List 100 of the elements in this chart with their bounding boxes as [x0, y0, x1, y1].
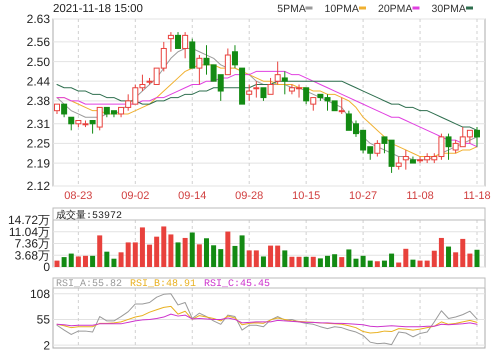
y-tick-label: 11.04万: [8, 224, 50, 239]
bar: [332, 254, 338, 267]
bar: [325, 256, 330, 267]
candlestick: [274, 61, 281, 85]
x-tick-label: 10-27: [349, 190, 378, 202]
candlestick: [232, 44, 238, 69]
bar: [318, 258, 323, 267]
y-tick-label: 14.72万: [8, 213, 50, 228]
candlestick: [268, 77, 274, 95]
y-tick-label: 2.63: [26, 12, 50, 26]
candlestick: [61, 104, 68, 118]
candlestick: [175, 32, 182, 49]
text: RSI_C:45.45: [204, 279, 270, 290]
bar: [360, 256, 366, 267]
bar: [438, 238, 444, 267]
candlestick: [253, 80, 260, 98]
candlestick: [310, 97, 316, 112]
line-series: [56, 293, 478, 346]
candlestick: [246, 84, 252, 102]
legend-label: 10PMA: [324, 3, 359, 15]
candlestick: [396, 156, 402, 170]
bar: [232, 246, 238, 267]
bar: [424, 260, 430, 267]
bar: [211, 245, 216, 267]
y-tick-label: 2.44: [26, 74, 50, 88]
bar: [453, 252, 458, 267]
bar: [161, 226, 166, 267]
bar: [104, 252, 110, 267]
bar: [346, 249, 352, 267]
bar: [225, 232, 230, 267]
candlestick: [96, 106, 103, 131]
bar: [246, 250, 252, 267]
candlestick: [474, 126, 480, 148]
bar: [140, 227, 145, 267]
y-tick-label: 2.25: [26, 136, 50, 151]
candlestick: [282, 70, 288, 95]
bar: [240, 235, 245, 267]
bar: [396, 262, 402, 267]
bar: [282, 250, 288, 267]
y-tick-label: 2.56: [26, 35, 50, 50]
legend-label: 20PMA: [378, 3, 412, 15]
bar: [410, 260, 416, 267]
bar: [310, 256, 316, 267]
y-tick-label: 0: [43, 260, 50, 274]
candlestick: [68, 116, 74, 131]
bar: [389, 254, 394, 267]
x-tick-label: 09-14: [178, 190, 206, 202]
bar: [460, 238, 466, 267]
y-tick-label: 2: [43, 338, 50, 350]
bar: [467, 254, 472, 267]
bar: [339, 257, 344, 267]
bar: [97, 235, 102, 267]
candlestick: [196, 54, 202, 85]
series-label: 成交量:53972: [56, 209, 122, 222]
bar: [196, 244, 202, 267]
candlestick: [402, 149, 409, 170]
bar: [132, 242, 138, 267]
bar: [368, 260, 373, 267]
chart-title: 2021-11-18 15:00: [53, 3, 143, 15]
y-tick-label: 2.38: [26, 94, 50, 108]
bar: [90, 256, 96, 267]
candlestick: [338, 97, 345, 114]
bar: [204, 238, 209, 267]
bar: [268, 246, 274, 267]
y-tick-label: 2.31: [26, 116, 50, 131]
y-tick-label: 3.68万: [14, 248, 50, 262]
bar: [275, 246, 280, 267]
candlestick: [446, 133, 452, 160]
bar: [353, 258, 358, 267]
candlestick: [90, 120, 96, 134]
bar: [296, 256, 302, 267]
x-tick-label: 10-15: [292, 190, 320, 202]
bar: [446, 246, 452, 267]
bar: [304, 256, 309, 267]
bar: [168, 234, 174, 267]
bar: [382, 260, 387, 267]
candlestick: [303, 87, 310, 105]
y-tick-label: 2.12: [26, 179, 50, 194]
legend-label: 5PMA: [277, 3, 306, 15]
x-tick-label: 09-02: [121, 190, 150, 202]
y-tick-label: 2.50: [26, 54, 50, 69]
bar: [289, 256, 294, 267]
bar: [218, 249, 224, 267]
bar: [418, 260, 423, 267]
line-series: [56, 314, 478, 328]
bar: [54, 260, 60, 267]
bar: [254, 250, 259, 267]
y-tick-label: 7.36万: [14, 236, 50, 251]
candlestick: [224, 48, 231, 76]
bar: [118, 252, 124, 267]
bar: [176, 242, 181, 267]
bar: [76, 256, 81, 267]
bar: [126, 242, 131, 267]
candlestick: [168, 32, 174, 52]
bar: [403, 248, 408, 267]
bar: [432, 250, 437, 267]
bar: [260, 256, 266, 267]
y-tick-label: 2.19: [26, 156, 50, 170]
bar: [62, 257, 67, 267]
x-tick-label: 08-23: [64, 190, 92, 202]
